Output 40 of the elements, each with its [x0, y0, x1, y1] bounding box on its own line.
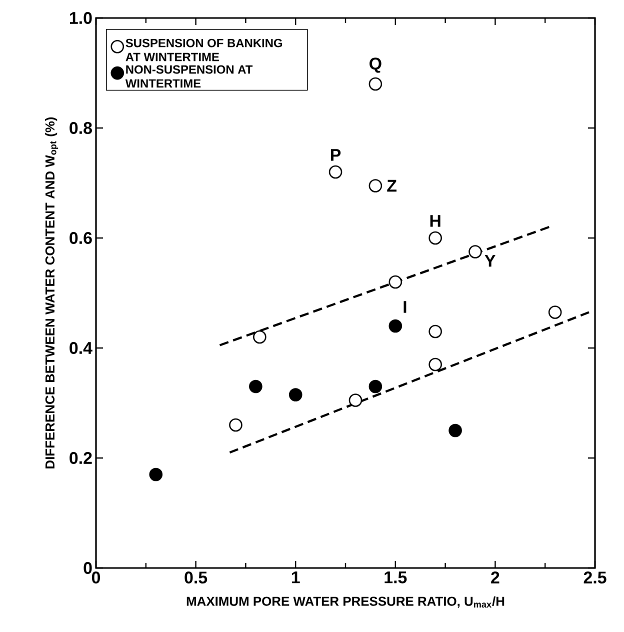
- point: [368, 380, 382, 394]
- point: [428, 358, 442, 372]
- point: [428, 231, 442, 245]
- point: [288, 388, 302, 402]
- point: [468, 245, 482, 258]
- point: [388, 319, 402, 333]
- point: [149, 468, 163, 482]
- point: [328, 165, 342, 179]
- legend-label: SUSPENSION OF BANKING AT WINTERTIME: [126, 38, 282, 62]
- point: [388, 275, 402, 289]
- x-tick-label: 0.5: [184, 572, 208, 584]
- point: [348, 394, 362, 407]
- y-tick-label: 0.8: [70, 122, 92, 134]
- point: [368, 179, 382, 192]
- point: [368, 77, 382, 91]
- x-tick-label: 2.5: [584, 572, 606, 584]
- point: [249, 380, 262, 394]
- annotation: I: [404, 301, 406, 313]
- x-tick-label: 2: [491, 572, 500, 584]
- x-tick-label: 0: [92, 572, 100, 584]
- annotation: Z: [387, 180, 396, 192]
- point: [229, 418, 242, 432]
- y-tick-label: 0.2: [70, 452, 92, 464]
- y-axis-title: DIFFERENCE BETWEEN WATER CONTENT AND W$_{opt}$ (%): [45, 117, 58, 468]
- annotation: Q: [370, 58, 382, 73]
- annotation: Y: [484, 254, 496, 267]
- y-tick-label: 0.4: [70, 342, 92, 354]
- x-tick-label: 1.5: [384, 572, 407, 584]
- annotation: H: [430, 215, 440, 227]
- x-tick-label: 1: [292, 572, 300, 584]
- y-tick-label: 0: [84, 562, 92, 574]
- y-tick-label: 0.6: [70, 232, 92, 244]
- point: [428, 324, 442, 338]
- point: [548, 306, 562, 319]
- x-axis-title: MAXIMUM PORE WATER PRESSURE RATIO, U$_{max}$/H: [186, 596, 504, 608]
- legend-label: NON-SUSPENSION AT WINTERTIME: [125, 65, 253, 88]
- y-tick-label: 1.0: [70, 12, 92, 24]
- annotation: P: [331, 149, 341, 161]
- point: [253, 330, 266, 344]
- point: [448, 424, 462, 438]
